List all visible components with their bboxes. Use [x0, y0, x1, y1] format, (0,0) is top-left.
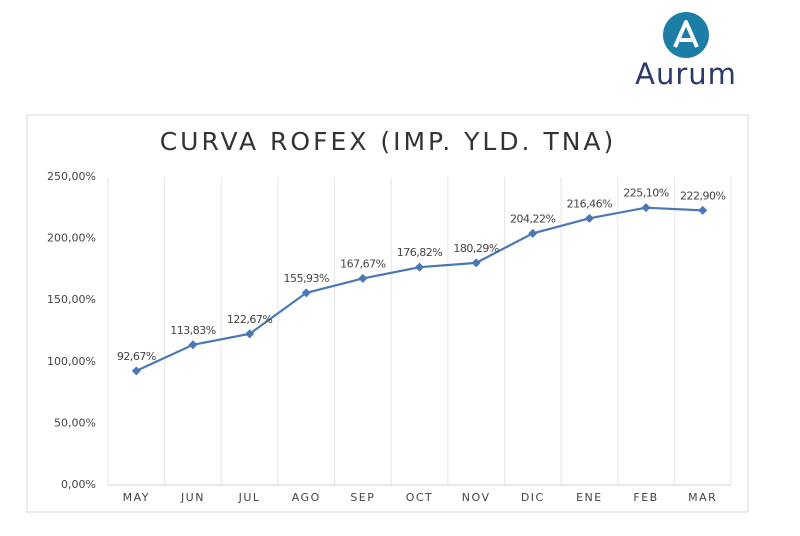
value-label: 122,67%	[227, 313, 272, 326]
y-tick-label: 250,00%	[47, 170, 96, 183]
x-tick-label: JUL	[238, 491, 261, 504]
plot: 0,00% 50,00% 100,00% 150,00% 200,00% 250,00% M…	[47, 170, 732, 504]
y-tick-label: 200,00%	[47, 232, 96, 245]
x-tick-label: JUN	[180, 491, 205, 504]
data-point	[584, 213, 594, 223]
brand-name: Aurum	[635, 57, 737, 91]
x-tick-label: AGO	[292, 491, 321, 504]
data-point	[641, 203, 651, 213]
data-point	[358, 273, 368, 283]
data-point	[245, 329, 255, 339]
value-label: 222,90%	[680, 189, 725, 202]
value-label: 216,46%	[567, 197, 612, 210]
x-tick-label: FEB	[633, 491, 658, 504]
x-tick-label: MAR	[688, 491, 717, 504]
x-tick-label: MAY	[123, 491, 150, 504]
data-point	[698, 205, 708, 215]
value-label: 176,82%	[397, 246, 442, 259]
logo-icon	[663, 12, 709, 58]
data-point	[131, 366, 141, 376]
value-label: 180,29%	[453, 242, 498, 255]
data-point	[301, 288, 311, 298]
chart-frame	[26, 114, 749, 513]
x-tick-label: NOV	[462, 491, 491, 504]
y-tick-label: 50,00%	[54, 416, 96, 429]
chart-title: CURVA ROFEX (IMP. YLD. TNA)	[160, 127, 617, 156]
data-point	[415, 262, 424, 272]
data-point	[188, 340, 198, 350]
x-tick-label: OCT	[406, 491, 434, 504]
value-label: 167,67%	[340, 257, 385, 270]
data-point	[528, 228, 538, 238]
x-tick-label: DIC	[521, 491, 545, 504]
value-label: 225,10%	[623, 187, 668, 200]
x-tick-label: SEP	[350, 491, 375, 504]
logo: Aurum	[635, 12, 737, 91]
data-point	[471, 258, 481, 268]
y-tick-label: 0,00%	[61, 478, 96, 491]
value-label: 113,83%	[170, 324, 215, 337]
value-label: 155,93%	[284, 272, 329, 285]
x-tick-label: ENE	[576, 491, 603, 504]
logo-glyph	[673, 20, 699, 48]
value-label: 92,67%	[117, 350, 156, 363]
y-tick-label: 150,00%	[47, 293, 96, 306]
y-tick-label: 100,00%	[47, 355, 96, 368]
value-label: 204,22%	[510, 212, 555, 225]
